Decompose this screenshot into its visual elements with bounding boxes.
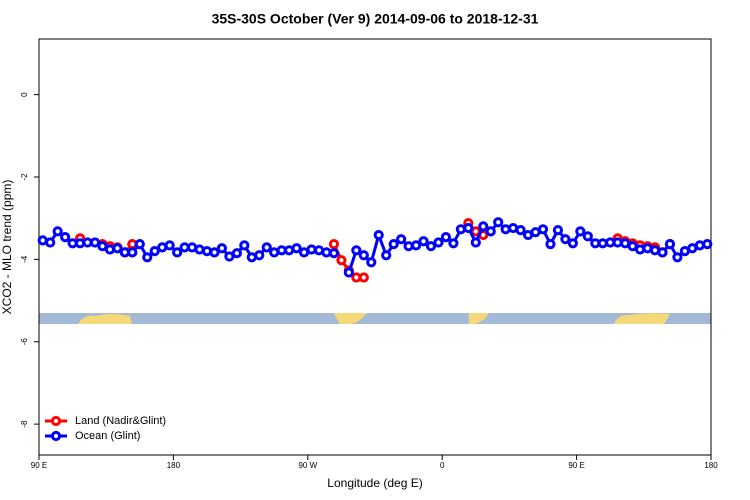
data-point [545, 239, 556, 250]
data-point [396, 234, 407, 245]
data-point [381, 250, 392, 261]
data-point [552, 225, 564, 236]
x-tick-label: 180 [704, 461, 718, 470]
x-tick-label: 90 E [568, 461, 584, 470]
data-point [657, 247, 668, 258]
legend-swatch-marker [50, 430, 62, 442]
data-point [127, 247, 138, 258]
chart-title: 35S-30S October (Ver 9) 2014-09-06 to 20… [212, 11, 539, 27]
data-point [373, 229, 384, 241]
data-point [575, 226, 586, 237]
data-point [664, 239, 676, 250]
legend-swatch-marker [50, 415, 62, 427]
data-point [358, 272, 369, 283]
data-point [410, 240, 422, 251]
data-point [336, 255, 347, 266]
data-point [470, 237, 481, 248]
y-tick-label: -8 [20, 420, 29, 428]
data-point [440, 232, 452, 243]
legend-label: Land (Nadir&Glint) [75, 415, 166, 427]
legend-label: Ocean (Glint) [75, 430, 140, 442]
data-point [112, 243, 123, 254]
data-point [388, 239, 399, 250]
data-point [328, 248, 340, 259]
data-point [209, 247, 220, 258]
data-point [702, 239, 713, 250]
x-tick-label: 0 [440, 461, 445, 470]
data-point [216, 243, 228, 254]
data-point [560, 234, 571, 245]
x-tick-label: 180 [167, 461, 181, 470]
data-point [134, 239, 145, 250]
data-point [425, 241, 437, 252]
data-point [351, 245, 362, 256]
y-tick-label: -4 [20, 255, 29, 263]
data-point [515, 225, 526, 236]
data-point [343, 267, 354, 278]
data-point [493, 217, 504, 228]
data-point [89, 237, 101, 248]
data-point [537, 224, 549, 235]
data-point [485, 226, 496, 237]
data-point [261, 242, 272, 253]
y-tick-label: 0 [20, 92, 29, 97]
y-axis-label: XCO2 - MLO trend (ppm) [0, 180, 14, 315]
data-point [60, 232, 71, 243]
data-point [291, 243, 302, 254]
x-tick-label: 90 W [298, 461, 317, 470]
y-tick-label: -2 [20, 173, 29, 181]
data-point [172, 247, 183, 258]
x-tick-label: 90 E [31, 461, 47, 470]
data-point [254, 250, 265, 261]
data-point [366, 257, 377, 268]
data-point [672, 252, 683, 263]
data-point [239, 240, 250, 251]
data-point [567, 238, 578, 249]
y-tick-label: -6 [20, 338, 29, 346]
data-point [231, 248, 242, 259]
data-point [358, 250, 369, 261]
data-point [478, 221, 489, 232]
data-point [164, 240, 175, 251]
data-point [448, 238, 459, 249]
x-axis-label: Longitude (deg E) [327, 476, 422, 490]
data-point [582, 231, 593, 242]
data-point [45, 237, 56, 248]
land-strip [39, 313, 711, 324]
data-point [328, 239, 340, 250]
data-point [433, 237, 444, 248]
data-point [149, 246, 160, 257]
data-point [52, 226, 63, 237]
data-point [142, 252, 153, 263]
data-point [463, 222, 474, 234]
data-point [418, 236, 429, 247]
